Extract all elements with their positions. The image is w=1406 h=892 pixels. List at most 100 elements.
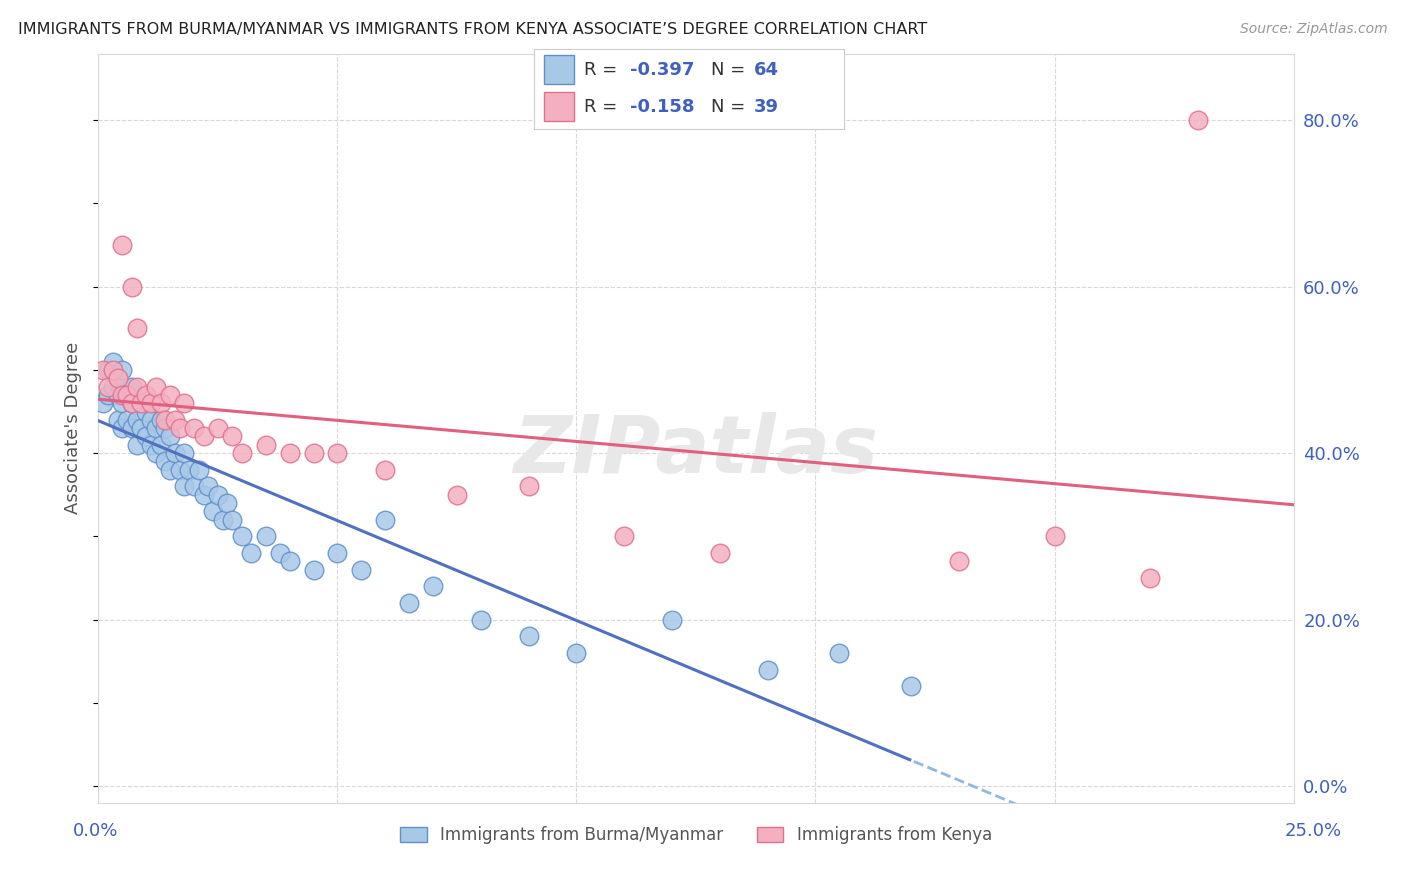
Point	[155, 421, 177, 435]
Point	[107, 388, 129, 402]
Text: 25.0%: 25.0%	[1285, 822, 1341, 840]
Point	[111, 396, 134, 410]
Point	[131, 396, 153, 410]
Point	[470, 613, 492, 627]
Point	[221, 429, 243, 443]
Point	[221, 513, 243, 527]
Point	[446, 488, 468, 502]
Point	[202, 504, 225, 518]
Text: 64: 64	[754, 61, 779, 78]
Point	[139, 396, 162, 410]
Point	[107, 413, 129, 427]
Point	[1187, 113, 1209, 128]
Point	[131, 421, 153, 435]
Point	[131, 396, 153, 410]
Point	[97, 379, 120, 393]
Point	[326, 446, 349, 460]
Point	[278, 554, 301, 568]
Text: R =: R =	[583, 61, 623, 78]
Point	[121, 396, 143, 410]
Point	[278, 446, 301, 460]
Bar	[544, 93, 575, 121]
Point	[350, 563, 373, 577]
Point	[121, 279, 143, 293]
Point	[145, 379, 167, 393]
Point	[254, 438, 277, 452]
Point	[159, 429, 181, 443]
Point	[709, 546, 731, 560]
Point	[374, 463, 396, 477]
Point	[145, 446, 167, 460]
Point	[149, 438, 172, 452]
Text: R =: R =	[583, 98, 623, 116]
Point	[115, 388, 138, 402]
Point	[139, 413, 162, 427]
Text: -0.158: -0.158	[630, 98, 695, 116]
Point	[125, 413, 148, 427]
Point	[111, 363, 134, 377]
Point	[125, 438, 148, 452]
Point	[159, 463, 181, 477]
Point	[398, 596, 420, 610]
Point	[155, 413, 177, 427]
Text: N =: N =	[710, 61, 751, 78]
Point	[121, 421, 143, 435]
Point	[97, 388, 120, 402]
Point	[111, 388, 134, 402]
Text: ZIPatlas: ZIPatlas	[513, 411, 879, 490]
Point	[173, 396, 195, 410]
Point	[111, 238, 134, 252]
Point	[187, 463, 209, 477]
Point	[183, 421, 205, 435]
Legend: Immigrants from Burma/Myanmar, Immigrants from Kenya: Immigrants from Burma/Myanmar, Immigrant…	[394, 820, 998, 851]
Text: N =: N =	[710, 98, 751, 116]
Point	[101, 379, 124, 393]
Point	[125, 321, 148, 335]
Point	[217, 496, 239, 510]
Point	[193, 429, 215, 443]
Point	[149, 413, 172, 427]
Point	[240, 546, 263, 560]
Point	[183, 479, 205, 493]
Point	[115, 413, 138, 427]
Point	[197, 479, 219, 493]
Point	[101, 363, 124, 377]
Point	[613, 529, 636, 543]
Bar	[544, 55, 575, 85]
Point	[422, 579, 444, 593]
Point	[900, 679, 922, 693]
Point	[173, 479, 195, 493]
Point	[145, 421, 167, 435]
Point	[254, 529, 277, 543]
Text: -0.397: -0.397	[630, 61, 695, 78]
Point	[135, 388, 157, 402]
Point	[139, 438, 162, 452]
Point	[107, 371, 129, 385]
Point	[179, 463, 201, 477]
Point	[163, 446, 186, 460]
Point	[948, 554, 970, 568]
Point	[231, 446, 253, 460]
Point	[97, 363, 120, 377]
Point	[326, 546, 349, 560]
Point	[121, 379, 143, 393]
Point	[517, 479, 540, 493]
Text: Source: ZipAtlas.com: Source: ZipAtlas.com	[1240, 22, 1388, 37]
Point	[169, 463, 191, 477]
Point	[115, 388, 138, 402]
Point	[302, 563, 325, 577]
Point	[207, 488, 229, 502]
Point	[517, 629, 540, 643]
Text: 39: 39	[754, 98, 779, 116]
Point	[135, 404, 157, 418]
Point	[91, 396, 114, 410]
Point	[828, 646, 851, 660]
Point	[91, 363, 114, 377]
Point	[101, 354, 124, 368]
Point	[302, 446, 325, 460]
Point	[211, 513, 233, 527]
Point	[1043, 529, 1066, 543]
Point	[207, 421, 229, 435]
Point	[269, 546, 291, 560]
Point	[1139, 571, 1161, 585]
